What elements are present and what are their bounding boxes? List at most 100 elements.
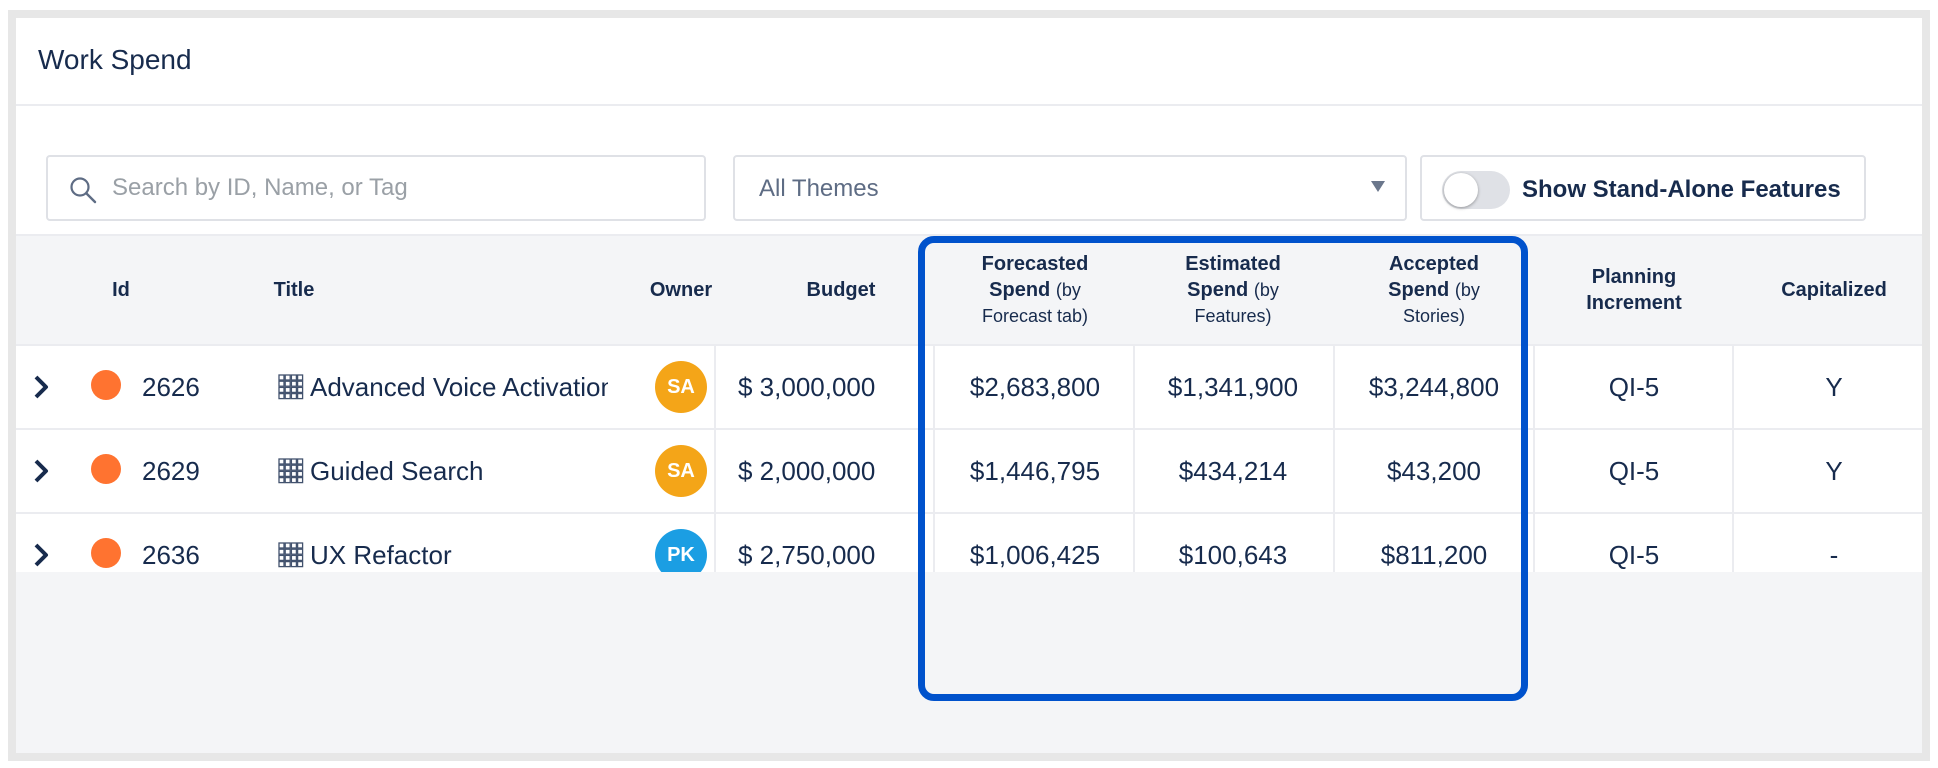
- row-id: 2636: [142, 514, 252, 596]
- row-accepted-text: $3,244,800: [1368, 371, 1500, 402]
- column-divider: [1133, 514, 1135, 596]
- row-budget: $ 2,750,000: [738, 514, 928, 596]
- planning-increment-header-line1: Planning: [1591, 266, 1677, 288]
- row-forecasted-text: $1,006,425: [969, 539, 1101, 570]
- column-divider: [1333, 346, 1335, 428]
- stand-alone-toggle-label: Show Stand-Alone Features: [1522, 176, 1841, 203]
- row-budget: $ 3,000,000: [738, 346, 928, 428]
- search-box[interactable]: [46, 155, 706, 221]
- row-estimated-text: $1,341,900: [1167, 371, 1299, 402]
- accepted-header-line2: Spend: [1388, 279, 1450, 301]
- row-pi-text: QI-5: [1608, 539, 1660, 570]
- row-id-text: 2629: [142, 455, 200, 486]
- chevron-right-icon[interactable]: [30, 457, 54, 485]
- row-capitalized-text: -: [1829, 539, 1839, 570]
- feature-grid-icon: [278, 458, 304, 484]
- column-divider: [1333, 514, 1335, 596]
- row-owner: SA: [631, 346, 731, 428]
- avatar[interactable]: SA: [655, 361, 707, 413]
- column-header-accepted-spend[interactable]: Accepted Spend (by Stories): [1336, 236, 1532, 344]
- column-header-estimated-spend[interactable]: Estimated Spend (by Features): [1136, 236, 1330, 344]
- row-accepted-spend: $811,200: [1336, 514, 1532, 596]
- themes-select-value: All Themes: [759, 175, 879, 202]
- column-header-planning-increment[interactable]: Planning Increment: [1536, 236, 1732, 344]
- row-title-text: Advanced Voice Activation: [310, 371, 608, 402]
- row-id: 2629: [142, 430, 252, 512]
- column-header-budget-label: Budget: [806, 279, 876, 301]
- column-header-owner-label: Owner: [649, 279, 713, 301]
- status-dot: [91, 370, 121, 400]
- row-accepted-text: $811,200: [1380, 539, 1488, 570]
- row-id-text: 2636: [142, 539, 200, 570]
- row-estimated-spend: $434,214: [1136, 430, 1330, 512]
- column-header-budget[interactable]: Budget: [756, 236, 926, 344]
- row-id: 2626: [142, 346, 252, 428]
- row-accepted-spend: $3,244,800: [1336, 346, 1532, 428]
- row-capitalized: Y: [1734, 346, 1934, 428]
- toolbar: All Themes Show Stand-Alone Features: [16, 106, 1922, 234]
- panel-title: Work Spend: [38, 44, 192, 75]
- search-input[interactable]: [112, 157, 692, 219]
- column-header-title[interactable]: Title: [234, 236, 354, 344]
- row-title[interactable]: UX Refactor: [278, 514, 608, 596]
- feature-grid-icon: [278, 374, 304, 400]
- column-divider: [933, 514, 935, 596]
- status-dot: [91, 454, 121, 484]
- work-spend-panel: Work Spend All Themes Show Stand-Alone F…: [16, 18, 1922, 753]
- row-budget-text: $ 2,000,000: [738, 455, 876, 486]
- column-divider: [933, 430, 935, 512]
- row-estimated-spend: $100,643: [1136, 514, 1330, 596]
- column-divider: [1133, 430, 1135, 512]
- column-header-id[interactable]: Id: [61, 236, 181, 344]
- row-budget-text: $ 2,750,000: [738, 539, 876, 570]
- table-header: Id Title Owner Budget Forecasted Spend (b…: [16, 234, 1922, 346]
- row-forecasted-spend: $1,446,795: [940, 430, 1130, 512]
- row-forecasted-text: $1,446,795: [969, 455, 1101, 486]
- column-divider: [1732, 346, 1734, 428]
- feature-grid-icon: [278, 542, 304, 568]
- accepted-header-line3: (by: [1454, 280, 1480, 300]
- table-row[interactable]: 2629 Guided Search SA $ 2,000,000 $1,446,795…: [16, 430, 1922, 514]
- table-row[interactable]: 2626 Advanced Voice Activation SA $ 3,000,0…: [16, 346, 1922, 430]
- column-divider: [1533, 346, 1535, 428]
- estimated-header-line1: Estimated: [1185, 253, 1281, 275]
- estimated-header-line2: Spend: [1187, 279, 1249, 301]
- row-capitalized-text: Y: [1825, 371, 1843, 402]
- column-divider: [714, 430, 716, 512]
- column-header-capitalized[interactable]: Capitalized: [1734, 236, 1934, 344]
- table-footer: [16, 572, 1922, 753]
- chevron-right-icon[interactable]: [30, 373, 54, 401]
- row-forecasted-text: $2,683,800: [969, 371, 1101, 402]
- row-owner: SA: [631, 430, 731, 512]
- chevron-right-icon[interactable]: [30, 541, 54, 569]
- stand-alone-toggle[interactable]: [1442, 171, 1510, 209]
- row-capitalized: Y: [1734, 430, 1934, 512]
- column-divider: [714, 514, 716, 596]
- row-title[interactable]: Advanced Voice Activation: [278, 346, 608, 428]
- avatar[interactable]: SA: [655, 445, 707, 497]
- stand-alone-toggle-box: Show Stand-Alone Features: [1420, 155, 1866, 221]
- column-divider: [1732, 514, 1734, 596]
- row-planning-increment: QI-5: [1536, 430, 1732, 512]
- column-divider: [1732, 430, 1734, 512]
- column-divider: [1533, 430, 1535, 512]
- row-title[interactable]: Guided Search: [278, 430, 608, 512]
- row-planning-increment: QI-5: [1536, 514, 1732, 596]
- row-budget-text: $ 3,000,000: [738, 371, 876, 402]
- row-accepted-text: $43,200: [1387, 455, 1481, 486]
- estimated-header-line3: (by: [1253, 280, 1279, 300]
- row-estimated-text: $100,643: [1178, 539, 1288, 570]
- column-divider: [714, 346, 716, 428]
- panel-header: Work Spend: [16, 18, 1922, 106]
- row-budget: $ 2,000,000: [738, 430, 928, 512]
- column-divider: [1133, 346, 1135, 428]
- themes-select[interactable]: All Themes: [733, 155, 1407, 221]
- forecasted-header-line4: Forecast tab): [981, 306, 1089, 326]
- search-icon: [70, 177, 97, 204]
- estimated-header-line4: Features): [1194, 306, 1272, 326]
- column-header-owner[interactable]: Owner: [616, 236, 746, 344]
- row-forecasted-spend: $2,683,800: [940, 346, 1130, 428]
- column-header-forecasted-spend[interactable]: Forecasted Spend (by Forecast tab): [940, 236, 1130, 344]
- accepted-header-line4: Stories): [1402, 306, 1465, 326]
- column-header-id-label: Id: [112, 279, 130, 301]
